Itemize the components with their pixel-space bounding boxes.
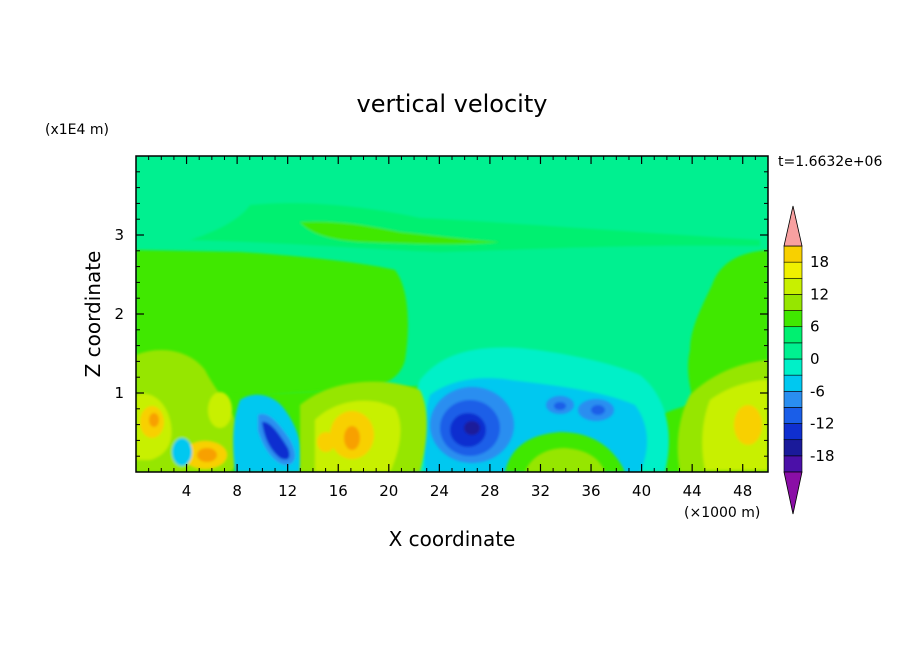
x-tick-label: 4 xyxy=(182,482,192,500)
colorbar-over-arrow xyxy=(783,205,803,247)
colorbar-under-arrow xyxy=(783,471,803,515)
x-tick-label: 16 xyxy=(329,482,348,500)
x-tick-label: 8 xyxy=(232,482,242,500)
y-unit-label: (x1E4 m) xyxy=(45,122,109,138)
x-tick-label: 48 xyxy=(733,482,752,500)
colorbar-label: 6 xyxy=(810,318,820,336)
blue-streak xyxy=(554,402,566,410)
colorbar-label: 18 xyxy=(810,253,829,271)
left-lower-core xyxy=(197,448,217,462)
x-axis-label: X coordinate xyxy=(389,527,516,551)
colorbar-segment xyxy=(783,358,803,376)
colorbar-segment xyxy=(783,407,803,424)
right-updraft-orange xyxy=(734,405,762,445)
yellow-arch xyxy=(525,448,605,472)
colorbar-segment xyxy=(783,326,803,344)
chart-title: vertical velocity xyxy=(357,90,548,118)
x-tick-label: 12 xyxy=(278,482,297,500)
colorbar-label: -12 xyxy=(810,415,835,433)
colorbar-label: -6 xyxy=(810,382,825,400)
middle-updraft-left xyxy=(317,432,335,452)
colorbar: 18 12 6 0 -6 -12 -18 xyxy=(783,205,835,515)
colorbar-segment xyxy=(783,455,803,473)
downdraft-peak xyxy=(464,421,480,435)
upper-band xyxy=(190,203,760,252)
right-updraft xyxy=(677,360,768,472)
x-tick-label: 40 xyxy=(632,482,651,500)
colorbar-label: 12 xyxy=(810,285,829,303)
y-tick-label: 1 xyxy=(114,384,124,402)
x-tick-label: 28 xyxy=(480,482,499,500)
x-unit-label: (×1000 m) xyxy=(684,505,760,521)
upper-streak-inner xyxy=(300,221,500,245)
colorbar-segment xyxy=(783,374,803,392)
y-tick-label: 3 xyxy=(114,226,124,244)
x-tick-label: 36 xyxy=(581,482,600,500)
left-green-patch xyxy=(208,392,232,428)
blue-streak xyxy=(591,405,605,415)
colorbar-segment xyxy=(783,423,803,441)
middle-updraft xyxy=(300,381,427,472)
y-axis: 1 2 3 xyxy=(114,171,768,457)
colorbar-segment xyxy=(783,310,803,328)
velocity-field xyxy=(136,156,768,472)
colorbar-segment xyxy=(783,245,803,263)
y-tick-label: 2 xyxy=(114,305,124,323)
colorbar-segment xyxy=(783,439,803,457)
left-blue xyxy=(172,438,192,466)
blue-streaks xyxy=(546,396,614,421)
middle-updraft-core xyxy=(344,426,360,450)
colorbar-label: -18 xyxy=(810,447,835,465)
upper-streak xyxy=(190,203,760,252)
time-label: t=1.6632e+06 xyxy=(778,154,882,170)
colorbar-segment xyxy=(783,294,803,311)
left-updraft xyxy=(136,350,242,472)
x-tick-label: 20 xyxy=(379,482,398,500)
y-axis-label: Z coordinate xyxy=(81,251,105,378)
colorbar-segment xyxy=(783,390,803,408)
narrow-downdraft xyxy=(233,394,302,472)
colorbar-segment xyxy=(783,342,803,360)
x-tick-label: 24 xyxy=(430,482,449,500)
x-tick-label: 32 xyxy=(531,482,550,500)
narrow-downdraft-inner xyxy=(262,421,290,460)
colorbar-segment xyxy=(783,277,803,295)
colorbar-segment xyxy=(783,261,803,279)
colorbar-label: 0 xyxy=(810,350,820,368)
left-orange-core xyxy=(149,413,159,427)
x-axis: 4 8 12 16 20 24 28 32 36 40 44 48 xyxy=(148,156,756,500)
downdraft-core xyxy=(430,387,514,463)
x-tick-label: 44 xyxy=(683,482,702,500)
